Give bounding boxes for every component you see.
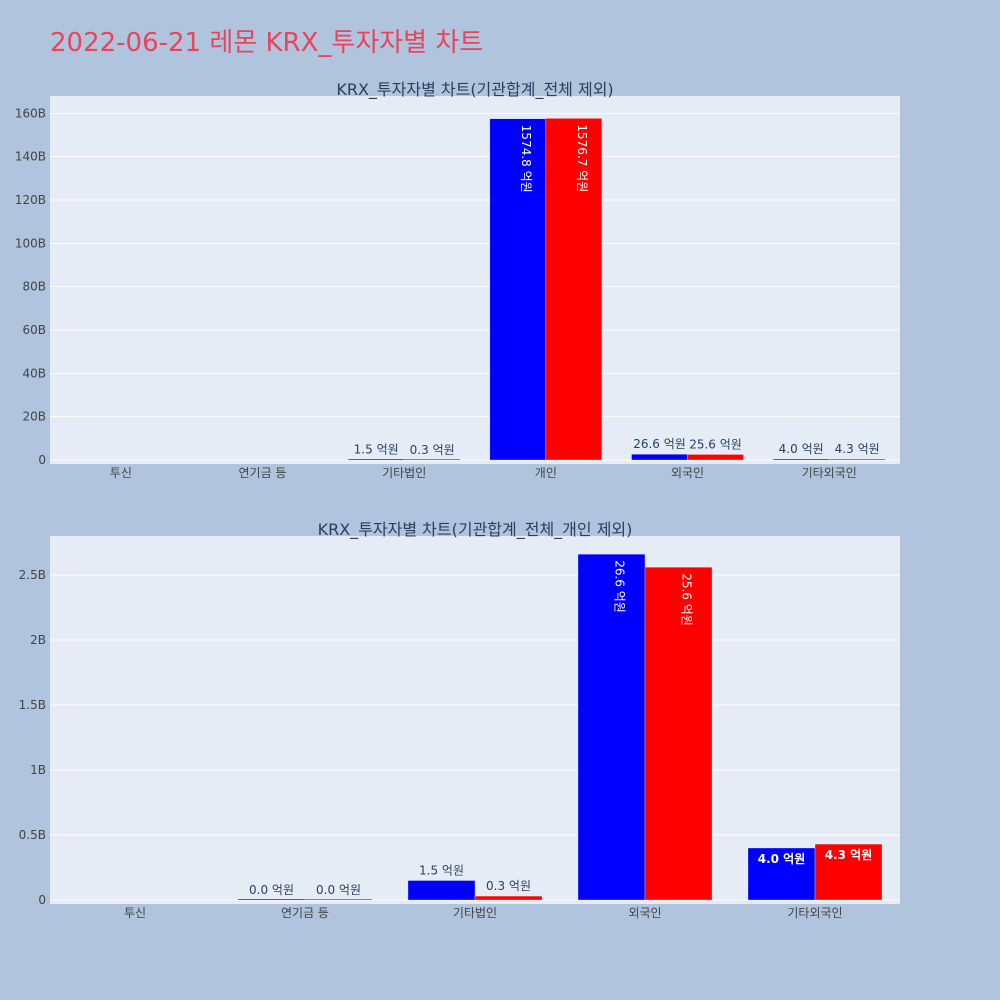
chart1-plot-area bbox=[50, 96, 900, 464]
chart2-plot-area bbox=[50, 536, 900, 904]
chart2-bar bbox=[814, 843, 883, 901]
chart2-title: KRX_투자자별 차트(기관합계_전체_개인 제외) bbox=[318, 520, 633, 540]
chart2-data-label: 4.0 억원 bbox=[758, 852, 806, 866]
chart2-bar bbox=[407, 880, 476, 901]
chart2-data-label: 0.0 억원 bbox=[249, 883, 294, 897]
chart2-y-tick-label: 1B bbox=[30, 763, 46, 777]
chart1-data-label: 4.0 억원 bbox=[779, 442, 824, 456]
chart1-data-label: 26.6 억원 bbox=[633, 437, 686, 451]
chart1-y-tick-label: 120B bbox=[15, 193, 46, 207]
chart1-bar bbox=[403, 458, 461, 461]
chart1-x-tick-label: 개인 bbox=[535, 466, 557, 480]
chart1-y-tick-label: 80B bbox=[22, 280, 46, 294]
chart1-bar bbox=[828, 458, 886, 461]
chart2-bar bbox=[237, 898, 306, 901]
chart1-data-label: 1576.7 억원 bbox=[575, 124, 589, 192]
chart1-data-label: 25.6 억원 bbox=[689, 437, 742, 451]
chart2-x-tick-label: 투신 bbox=[124, 906, 146, 920]
chart1-bar bbox=[687, 454, 744, 461]
chart2-y-tick-label: 2B bbox=[30, 633, 46, 647]
chart1-y-tick-label: 140B bbox=[15, 150, 46, 164]
chart2-x-tick-label: 기타외국인 bbox=[787, 906, 842, 920]
chart1-data-label: 0.3 억원 bbox=[410, 443, 455, 457]
chart2-bar bbox=[644, 566, 713, 901]
chart1-x-tick-label: 투신 bbox=[110, 466, 132, 480]
chart2-x-tick-label: 외국인 bbox=[628, 906, 661, 920]
chart1-bar bbox=[347, 458, 405, 461]
chart2-y-tick-label: 0.5B bbox=[19, 828, 46, 842]
chart1-bar bbox=[631, 453, 688, 461]
chart1-x-tick-label: 연기금 등 bbox=[239, 466, 287, 480]
chart2-data-label: 25.6 억원 bbox=[680, 573, 694, 626]
chart2-data-label: 4.3 억원 bbox=[825, 848, 873, 862]
chart2-y-tick-label: 0 bbox=[38, 893, 46, 907]
chart1-y-tick-label: 20B bbox=[22, 410, 46, 424]
chart1-y-tick-label: 60B bbox=[22, 323, 46, 337]
chart2-y-tick-label: 1.5B bbox=[19, 698, 46, 712]
chart2-bar bbox=[474, 895, 543, 901]
chart1-x-tick-label: 기타외국인 bbox=[802, 466, 857, 480]
chart1-y-tick-label: 100B bbox=[15, 236, 46, 250]
chart2-data-label: 26.6 억원 bbox=[613, 560, 627, 613]
chart1-title: KRX_투자자별 차트(기관합계_전체 제외) bbox=[336, 80, 613, 100]
chart1-bar bbox=[489, 118, 547, 461]
chart1-x-tick-label: 외국인 bbox=[671, 466, 704, 480]
page-title: 2022-06-21 레몬 KRX_투자자별 차트 bbox=[50, 28, 484, 58]
chart1-y-tick-label: 0 bbox=[38, 453, 46, 467]
chart1-x-tick-label: 기타법인 bbox=[382, 466, 426, 480]
chart2-bar bbox=[577, 553, 646, 901]
chart2-data-label: 0.3 억원 bbox=[486, 879, 531, 893]
chart1-y-tick-label: 40B bbox=[22, 366, 46, 380]
chart2-bar bbox=[304, 898, 373, 901]
chart1-data-label: 1574.8 억원 bbox=[519, 125, 533, 193]
chart2-data-label: 0.0 억원 bbox=[316, 883, 361, 897]
chart2-y-tick-label: 2.5B bbox=[19, 568, 46, 582]
chart1-data-label: 4.3 억원 bbox=[835, 442, 880, 456]
chart2-x-tick-label: 기타법인 bbox=[453, 906, 497, 920]
chart2-data-label: 1.5 억원 bbox=[419, 864, 464, 878]
chart2-x-tick-label: 연기금 등 bbox=[281, 906, 329, 920]
chart1-bar bbox=[772, 458, 830, 461]
chart1-data-label: 1.5 억원 bbox=[354, 443, 399, 457]
chart1-bar bbox=[545, 118, 603, 461]
chart1-y-tick-label: 160B bbox=[15, 106, 46, 120]
